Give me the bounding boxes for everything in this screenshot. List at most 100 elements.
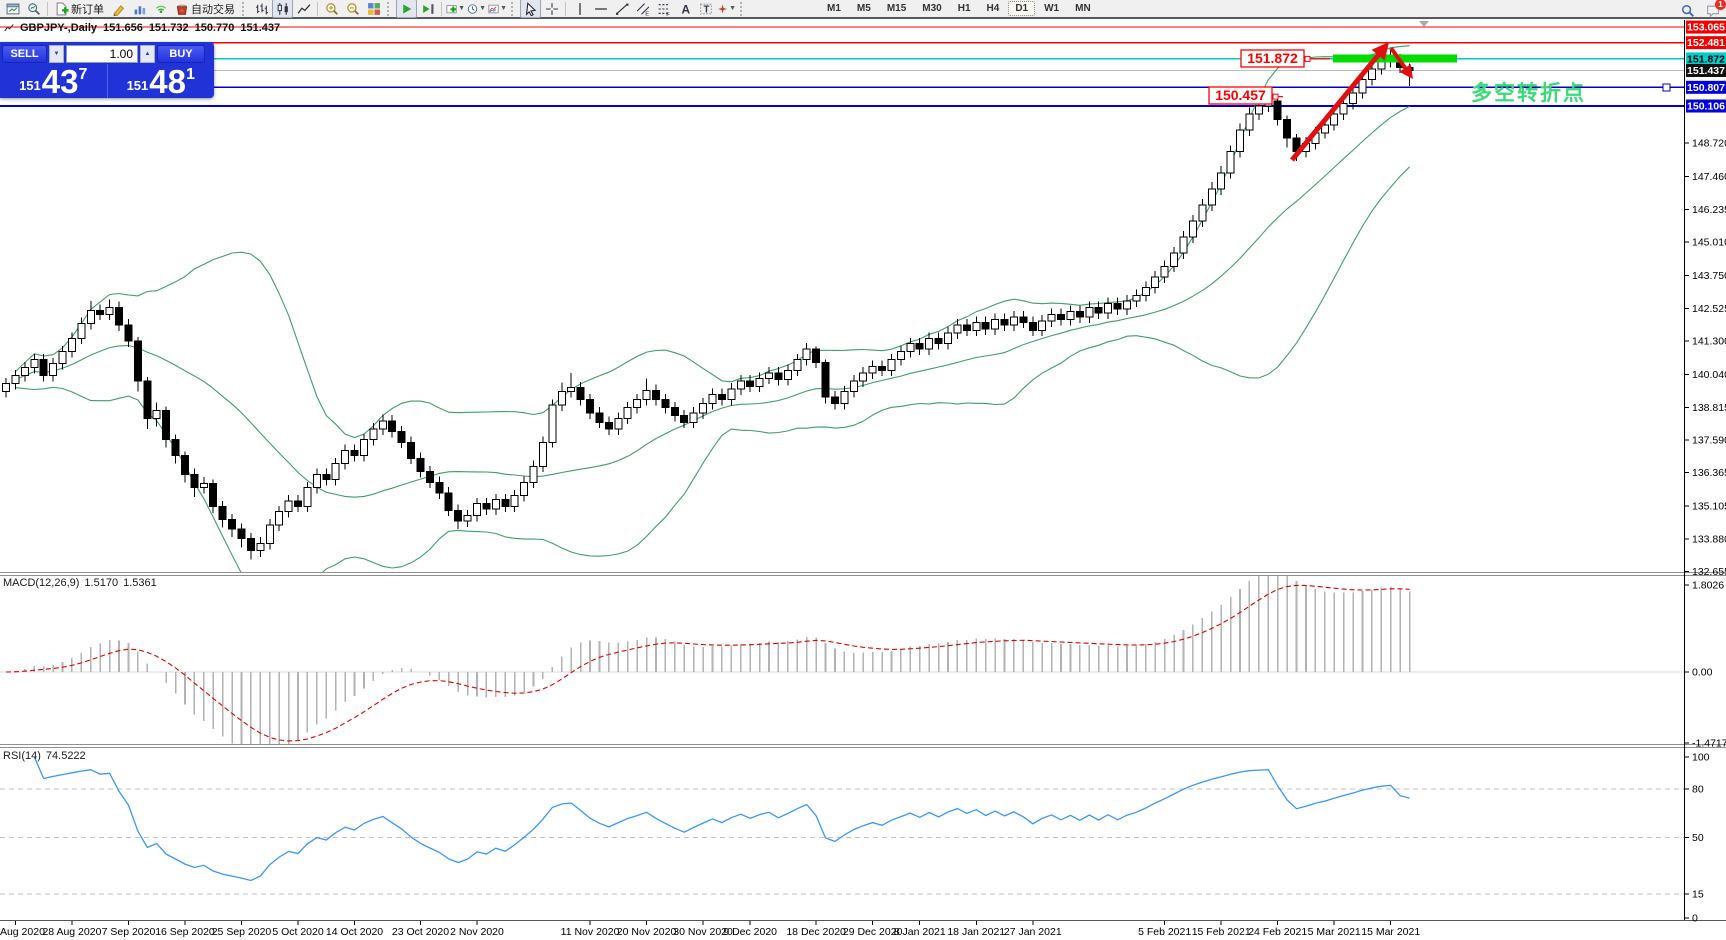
zoom-out-button[interactable] (342, 0, 363, 18)
timeframe-M5-button[interactable]: M5 (856, 3, 871, 14)
zoom-in-button[interactable] (321, 0, 342, 18)
bear-candle (454, 509, 463, 522)
bar-chart-mode-button[interactable] (251, 0, 272, 18)
macd-signal-value: 1.5361 (123, 577, 157, 589)
timeframe-H1-button[interactable]: H1 (957, 3, 971, 14)
resistance-highlight-bar[interactable] (1333, 54, 1457, 63)
arrows-tool-button[interactable]: ▼ (716, 0, 737, 18)
close-value: 151.437 (240, 22, 281, 34)
reversal-down-arrow[interactable] (1389, 46, 1413, 79)
cursor-tool-button[interactable] (520, 0, 541, 18)
horizontal-line-tool-button[interactable] (590, 0, 611, 18)
search-icon[interactable] (1677, 1, 1698, 20)
bull-candle (49, 363, 58, 377)
timeframe-M1-button[interactable]: M1 (827, 3, 841, 14)
price-label-callout[interactable]: 150.457 (1208, 86, 1283, 105)
sell-price[interactable]: 151 43 7 (0, 64, 108, 98)
new-order-button[interactable]: 新订单 (51, 0, 108, 18)
timeframe-D1-button[interactable]: D1 (1008, 1, 1036, 16)
bull-candle (152, 409, 161, 419)
bear-candle (294, 500, 303, 507)
channel-tool-button[interactable]: E (632, 0, 653, 18)
svg-text:151.437: 151.437 (1687, 65, 1725, 77)
styles-icon[interactable] (108, 0, 129, 18)
symbol-period-label: GBPJPY-,Daily (20, 22, 98, 34)
buy-button[interactable]: BUY (157, 45, 205, 63)
auto-trading-button[interactable]: 自动交易 (171, 0, 239, 18)
axis-price-badge (1686, 36, 1726, 50)
chart-shift-marker[interactable] (1419, 21, 1429, 27)
date-tick-label: 25 Sep 2020 (212, 926, 272, 938)
timeframe-M15-button[interactable]: M15 (886, 3, 907, 14)
chart-window-icon[interactable] (2, 0, 23, 18)
level-line-handle[interactable] (1662, 83, 1671, 92)
chinese-note-text[interactable]: 多空转折点 (1471, 81, 1586, 105)
bull-candle (284, 500, 293, 513)
low-value: 150.770 (194, 22, 235, 34)
timeframe-W1-button[interactable]: W1 (1044, 3, 1060, 14)
trendline-tool-button[interactable] (611, 0, 632, 18)
data-window-icon[interactable] (23, 0, 44, 18)
chart-shift-button[interactable] (417, 0, 438, 18)
toolbar-separator (317, 1, 318, 16)
dropdown-arrow-icon: ▼ (458, 5, 465, 12)
text-label-tool-button[interactable]: T (695, 0, 716, 18)
bull-candle (887, 359, 896, 371)
macd-signal-line (5, 584, 1410, 742)
bull-candle (538, 441, 547, 467)
timeframe-MN-button[interactable]: MN (1075, 3, 1091, 14)
svg-text:136.365: 136.365 (1692, 467, 1726, 479)
volume-input[interactable] (66, 45, 138, 63)
bull-candle (1179, 236, 1188, 254)
dropdown-arrow-icon: ▼ (729, 5, 736, 12)
candlestick-mode-button[interactable] (272, 0, 293, 18)
templates-menu-button[interactable]: ▼ (487, 0, 508, 18)
signals-icon[interactable] (150, 0, 171, 18)
date-tick-label: 9 Dec 2020 (723, 926, 777, 938)
svg-text:80: 80 (1692, 784, 1704, 796)
candlestick-series[interactable] (2, 50, 1414, 560)
bull-candle (1104, 303, 1113, 314)
auto-scroll-button[interactable] (396, 0, 417, 18)
bull-candle (802, 348, 811, 361)
bull-candle (1198, 204, 1207, 222)
vertical-line-tool-button[interactable] (569, 0, 590, 18)
tile-windows-button[interactable] (363, 0, 384, 18)
toolbar-grip (387, 1, 392, 16)
svg-text:146.235: 146.235 (1692, 204, 1726, 216)
rsi-panel (0, 756, 1684, 895)
chart-annotations[interactable]: 151.872 150.457 多空转折点 (1208, 42, 1586, 162)
price-axis[interactable]: 148.720 147.460 146.235 145.010 143.750 142.5… (1684, 20, 1726, 925)
crosshair-tool-button[interactable] (541, 0, 562, 18)
sell-button[interactable]: SELL (2, 45, 47, 63)
toolbar-buttons: 新订单 自动交易 ▼ ▼ ▼ E F A T ▼ M1 M5 M15 M30 H1 H4 D1 W1 MN (0, 0, 1099, 18)
text-tool-button[interactable]: A (674, 0, 695, 18)
rsi-value: 74.5222 (45, 750, 86, 762)
trend-up-arrow[interactable] (1290, 42, 1389, 162)
date-tick-label: 20 Nov 2020 (617, 926, 677, 938)
bear-candle (218, 505, 227, 521)
publish-chart-icon[interactable] (129, 0, 150, 18)
periods-menu-button[interactable]: ▼ (466, 0, 487, 18)
bull-candle (972, 321, 981, 331)
line-chart-mode-button[interactable] (293, 0, 314, 18)
date-tick-label: 15 Mar 2021 (1361, 926, 1420, 938)
horizontal-level-lines[interactable] (0, 26, 1684, 107)
indicators-menu-button[interactable]: ▼ (445, 0, 466, 18)
buy-price[interactable]: 151 48 1 (108, 64, 215, 98)
svg-text:-1.4717: -1.4717 (1692, 738, 1726, 750)
bull-candle (1339, 103, 1348, 115)
price-label-callout[interactable]: 151.872 (1240, 49, 1330, 68)
chat-icon[interactable]: 1 (1702, 0, 1726, 20)
timeframe-M30-button[interactable]: M30 (922, 3, 942, 14)
bull-candle (86, 309, 95, 325)
fibonacci-tool-button[interactable]: F (653, 0, 674, 18)
timeframe-H4-button[interactable]: H4 (986, 3, 1000, 14)
volume-increase-button[interactable]: ▲ (140, 45, 155, 63)
bull-candle (20, 367, 29, 377)
volume-decrease-button[interactable]: ▼ (49, 45, 64, 63)
bull-candle (1207, 188, 1216, 206)
date-tick-label: 5 Oct 2020 (272, 926, 324, 938)
